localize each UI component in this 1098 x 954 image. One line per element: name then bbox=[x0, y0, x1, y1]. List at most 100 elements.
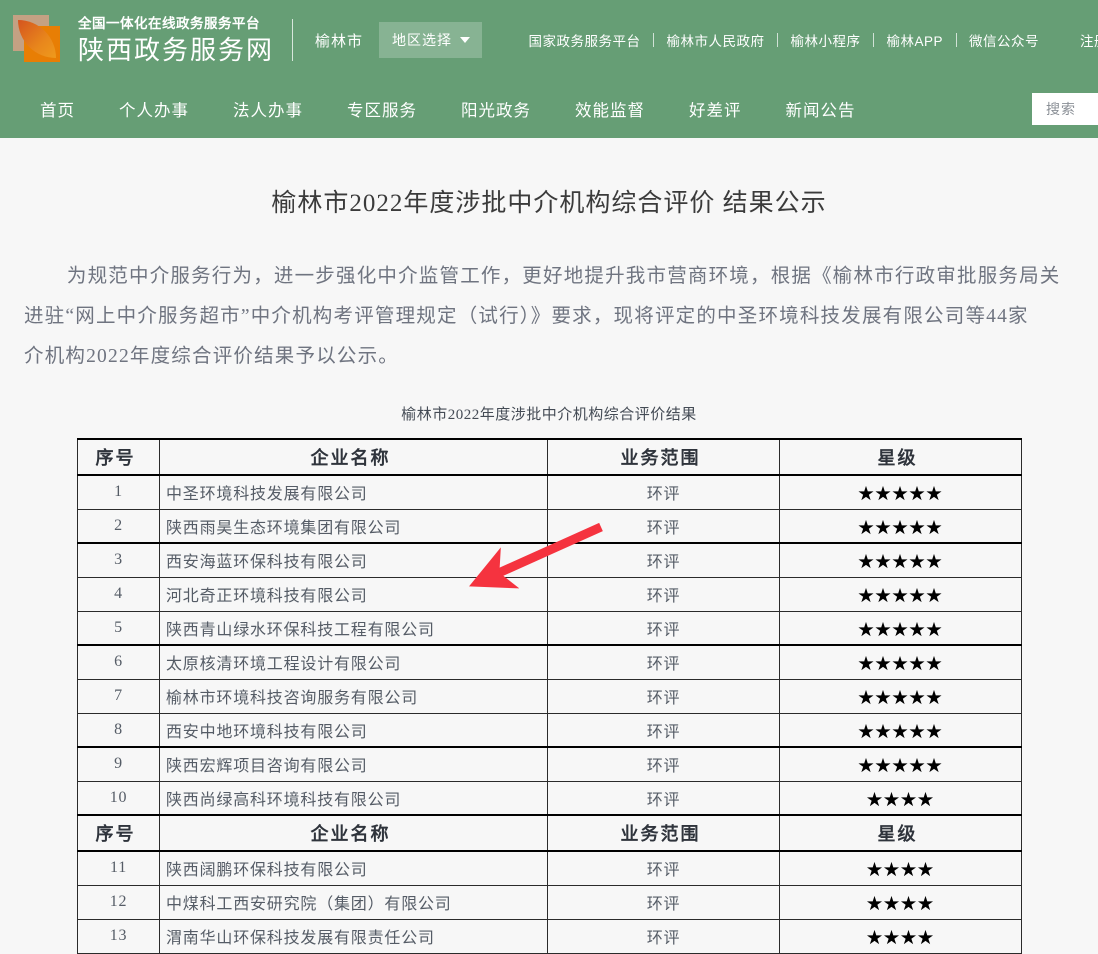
star-rating: ★★★★★ bbox=[857, 621, 943, 639]
cell-stars: ★★★★★ bbox=[779, 678, 1022, 714]
results-table-wrap: 序号 企业名称 业务范围 星级 1 中圣环境科技发展有限公司 环评 ★★★★★ bbox=[77, 438, 1022, 954]
cell-stars: ★★★★★ bbox=[779, 610, 1022, 646]
nav-item-rating[interactable]: 好差评 bbox=[689, 102, 742, 120]
star-rating: ★★★★★ bbox=[857, 486, 943, 504]
leaf-logo-icon bbox=[10, 12, 66, 68]
nav-item-personal[interactable]: 个人办事 bbox=[119, 102, 189, 120]
top-links: 国家政务服务平台 榆林市人民政府 榆林小程序 榆林APP 微信公众号 注册 bbox=[482, 30, 1098, 50]
article-paragraph: 为规范中介服务行为，进一步强化中介监管工作，更好地提升我市营商环境，根据《榆林市… bbox=[24, 257, 1074, 377]
cell-name: 中圣环境科技发展有限公司 bbox=[159, 474, 548, 510]
paragraph-line-3: 介机构2022年度综合评价结果予以公示。 bbox=[24, 346, 400, 367]
table-row[interactable]: 10 陕西尚绿高科环境科技有限公司 环评 ★★★★ bbox=[77, 780, 1022, 816]
header-index: 序号 bbox=[77, 814, 160, 852]
brand-divider bbox=[292, 19, 294, 61]
results-table: 序号 企业名称 业务范围 星级 1 中圣环境科技发展有限公司 环评 ★★★★★ bbox=[77, 438, 1022, 954]
cell-stars: ★★★★★ bbox=[779, 508, 1022, 544]
cell-scope: 环评 bbox=[547, 712, 780, 748]
cell-name: 西安中地环境科技有限公司 bbox=[159, 712, 548, 748]
cell-scope: 环评 bbox=[547, 884, 780, 920]
star-rating: ★★★★★ bbox=[857, 588, 943, 605]
header-name: 企业名称 bbox=[159, 814, 548, 852]
top-link-national-platform[interactable]: 国家政务服务平台 bbox=[528, 34, 641, 49]
article-body: 为规范中介服务行为，进一步强化中介监管工作，更好地提升我市营商环境，根据《榆林市… bbox=[0, 257, 1098, 954]
star-rating: ★★★★★ bbox=[857, 554, 943, 572]
cell-name: 太原核清环境工程设计有限公司 bbox=[159, 644, 548, 680]
site-header: 全国一体化在线政务服务平台 陕西政务服务网 榆林市 地区选择 国家政务服务平台 … bbox=[0, 0, 1098, 80]
brand-text: 全国一体化在线政务服务平台 陕西政务服务网 bbox=[78, 17, 274, 63]
header-stars: 星级 bbox=[779, 438, 1022, 476]
nav-item-efficiency-supervision[interactable]: 效能监督 bbox=[575, 102, 645, 120]
table-row[interactable]: 5 陕西青山绿水环保科技工程有限公司 环评 ★★★★★ bbox=[77, 610, 1022, 646]
cell-name: 陕西尚绿高科环境科技有限公司 bbox=[159, 780, 548, 816]
table-row[interactable]: 6 太原核清环境工程设计有限公司 环评 ★★★★★ bbox=[77, 644, 1022, 680]
table-row[interactable]: 4 河北奇正环境科技有限公司 环评 ★★★★★ bbox=[77, 576, 1022, 612]
main-nav: 首页 个人办事 法人办事 专区服务 阳光政务 效能监督 好差评 新闻公告 bbox=[0, 80, 1098, 138]
cell-stars: ★★★★★ bbox=[779, 644, 1022, 680]
table-caption: 榆林市2022年度涉批中介机构综合评价结果 bbox=[401, 407, 697, 423]
cell-scope: 环评 bbox=[547, 678, 780, 714]
cell-scope: 环评 bbox=[547, 918, 780, 954]
top-link-yulin-government[interactable]: 榆林市人民政府 bbox=[653, 30, 777, 50]
search-input[interactable] bbox=[1044, 100, 1098, 118]
register-link[interactable]: 注册 bbox=[1080, 34, 1098, 49]
table-row[interactable]: 12 中煤科工西安研究院（集团）有限公司 环评 ★★★★ bbox=[77, 884, 1022, 920]
star-rating: ★★★★ bbox=[866, 791, 935, 809]
table-row[interactable]: 7 榆林市环境科技咨询服务有限公司 环评 ★★★★★ bbox=[77, 678, 1022, 714]
table-row[interactable]: 8 西安中地环境科技有限公司 环评 ★★★★★ bbox=[77, 712, 1022, 748]
star-rating: ★★★★ bbox=[866, 896, 935, 913]
header-stars: 星级 bbox=[779, 814, 1022, 852]
nav-item-home[interactable]: 首页 bbox=[40, 102, 75, 120]
cell-index: 10 bbox=[77, 780, 160, 816]
header-index: 序号 bbox=[77, 438, 160, 476]
star-rating: ★★★★ bbox=[866, 930, 935, 947]
table-row[interactable]: 13 渭南华山环保科技发展有限责任公司 环评 ★★★★ bbox=[77, 918, 1022, 954]
table-row[interactable]: 2 陕西雨昊生态环境集团有限公司 环评 ★★★★★ bbox=[77, 508, 1022, 544]
brand-block[interactable]: 全国一体化在线政务服务平台 陕西政务服务网 bbox=[10, 12, 274, 68]
cell-name: 河北奇正环境科技有限公司 bbox=[159, 576, 548, 612]
table-row[interactable]: 3 西安海蓝环保科技有限公司 环评 ★★★★★ bbox=[77, 542, 1022, 578]
star-rating: ★★★★★ bbox=[857, 723, 943, 741]
table-row[interactable]: 1 中圣环境科技发展有限公司 环评 ★★★★★ bbox=[77, 474, 1022, 510]
current-city-label: 榆林市 bbox=[315, 32, 364, 50]
cell-index: 5 bbox=[77, 610, 160, 646]
region-select-label: 地区选择 bbox=[392, 32, 453, 48]
nav-item-sunshine-affairs[interactable]: 阳光政务 bbox=[461, 102, 531, 120]
cell-index: 1 bbox=[77, 474, 160, 510]
cell-stars: ★★★★ bbox=[779, 918, 1022, 954]
chevron-down-icon bbox=[460, 37, 471, 43]
table-header-row: 序号 企业名称 业务范围 星级 bbox=[77, 438, 1022, 476]
results-table-body: 序号 企业名称 业务范围 星级 1 中圣环境科技发展有限公司 环评 ★★★★★ bbox=[77, 438, 1022, 954]
cell-scope: 环评 bbox=[547, 780, 780, 816]
cell-stars: ★★★★★ bbox=[779, 576, 1022, 612]
header-scope: 业务范围 bbox=[547, 438, 780, 476]
cell-name: 渭南华山环保科技发展有限责任公司 bbox=[159, 918, 548, 954]
page-title: 榆林市2022年度涉批中介机构综合评价 结果公示 bbox=[271, 190, 827, 217]
region-select-button[interactable]: 地区选择 bbox=[379, 22, 483, 58]
nav-item-news[interactable]: 新闻公告 bbox=[785, 102, 856, 120]
cell-name: 陕西宏辉项目咨询有限公司 bbox=[159, 746, 548, 782]
search-box[interactable] bbox=[1032, 93, 1098, 125]
nav-item-legal-entity[interactable]: 法人办事 bbox=[233, 102, 303, 120]
star-rating: ★★★★ bbox=[866, 862, 935, 880]
top-link-yulin-miniprogram[interactable]: 榆林小程序 bbox=[777, 30, 873, 50]
table-row[interactable]: 9 陕西宏辉项目咨询有限公司 环评 ★★★★★ bbox=[77, 746, 1022, 782]
cell-index: 12 bbox=[77, 884, 160, 920]
top-link-wechat-official[interactable]: 微信公众号 bbox=[956, 30, 1052, 50]
article: 榆林市2022年度涉批中介机构综合评价 结果公示 为规范中介服务行为，进一步强化… bbox=[0, 138, 1098, 954]
star-rating: ★★★★★ bbox=[857, 656, 943, 674]
cell-index: 9 bbox=[77, 746, 160, 782]
top-link-yulin-app[interactable]: 榆林APP bbox=[873, 30, 956, 50]
cell-stars: ★★★★ bbox=[779, 780, 1022, 816]
cell-index: 3 bbox=[77, 542, 160, 578]
nav-item-zone-service[interactable]: 专区服务 bbox=[347, 102, 417, 120]
cell-scope: 环评 bbox=[547, 644, 780, 680]
cell-index: 7 bbox=[77, 678, 160, 714]
table-row[interactable]: 11 陕西阔鹏环保科技有限公司 环评 ★★★★ bbox=[77, 850, 1022, 886]
cell-stars: ★★★★ bbox=[779, 884, 1022, 920]
cell-scope: 环评 bbox=[547, 508, 780, 544]
cell-name: 榆林市环境科技咨询服务有限公司 bbox=[159, 678, 548, 714]
cell-scope: 环评 bbox=[547, 610, 780, 646]
brand-title: 陕西政务服务网 bbox=[78, 34, 275, 65]
star-rating: ★★★★★ bbox=[857, 690, 943, 707]
